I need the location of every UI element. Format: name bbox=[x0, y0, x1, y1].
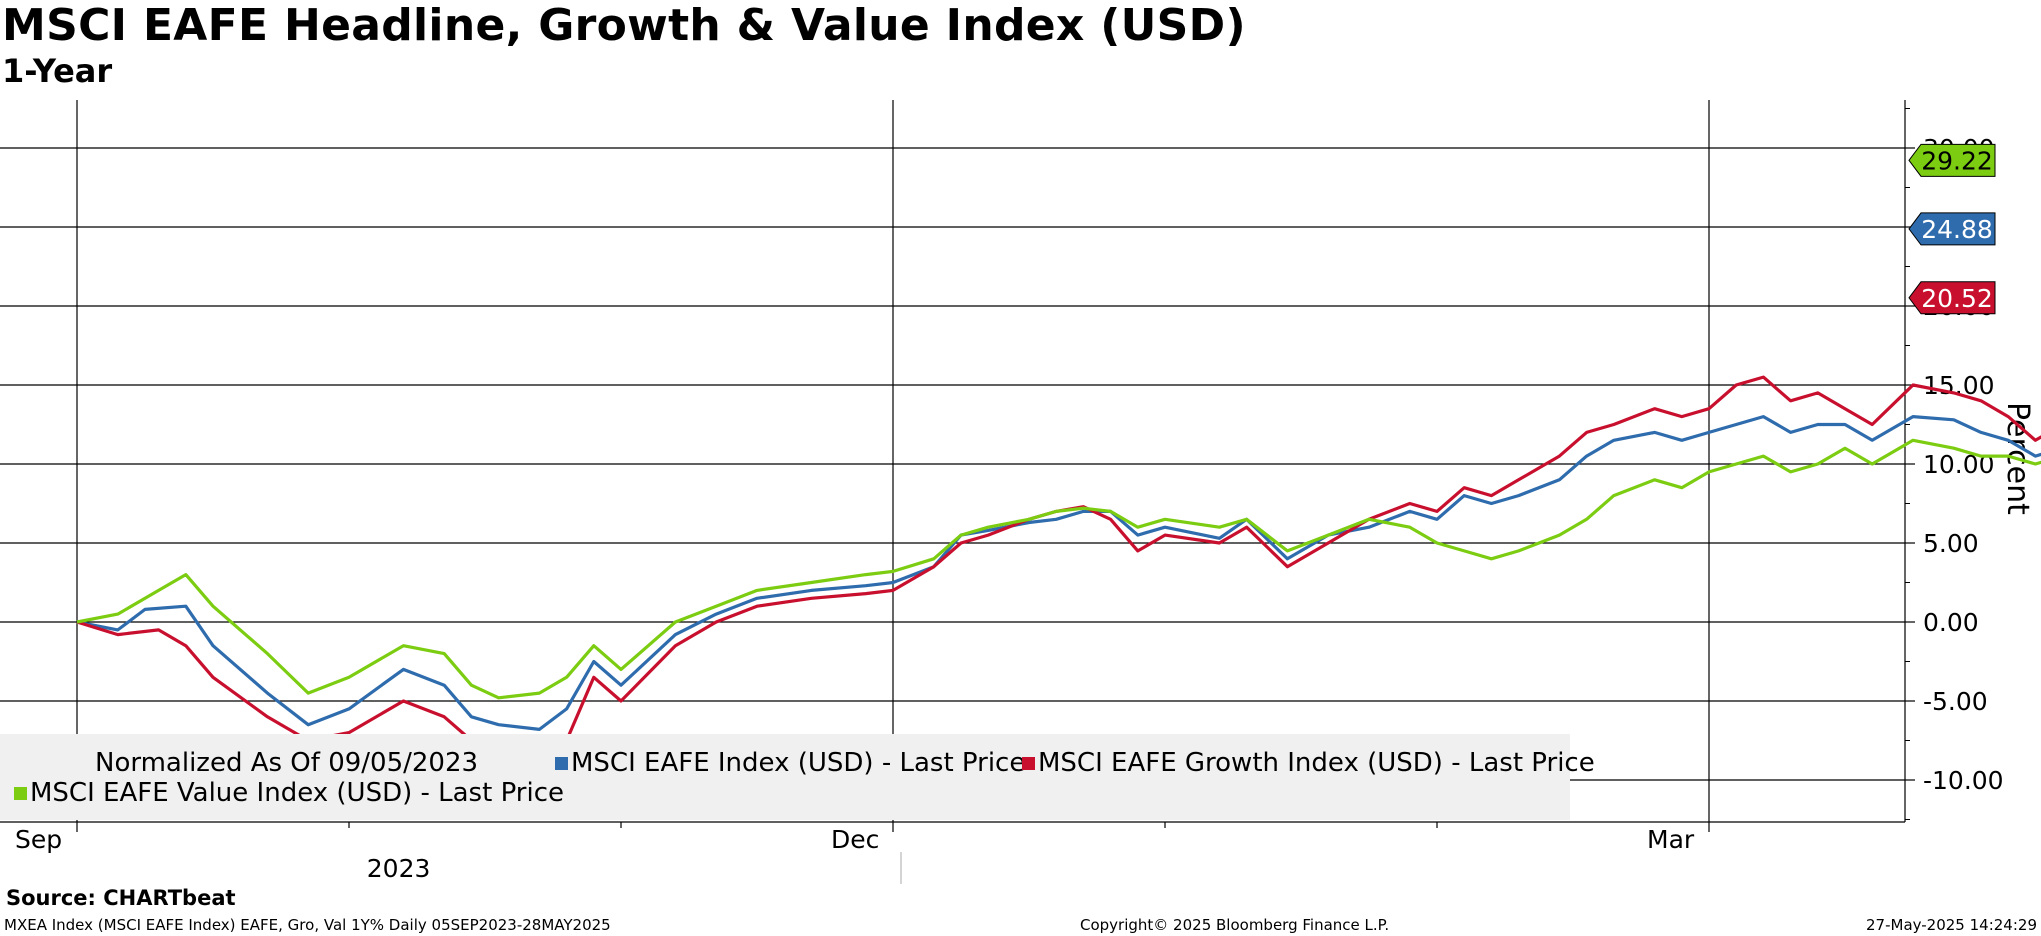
x-year-label: 2023 bbox=[367, 854, 431, 883]
last-value-badge bbox=[1908, 143, 1996, 177]
legend-item-value: MSCI EAFE Value Index (USD) - Last Price bbox=[14, 778, 564, 808]
chart-subtitle: 1-Year bbox=[2, 52, 113, 90]
footer-copyright: Copyright© 2025 Bloomberg Finance L.P. bbox=[1080, 916, 1390, 934]
legend-item-eafe: MSCI EAFE Index (USD) - Last Price bbox=[555, 748, 1025, 778]
legend-swatch-value bbox=[14, 786, 27, 800]
legend-swatch-growth bbox=[1022, 756, 1035, 770]
y-tick-label: -5.00 bbox=[1923, 687, 1988, 716]
last-value-badge bbox=[1908, 212, 1996, 246]
x-month-label: Sep bbox=[15, 825, 62, 854]
source-note: Source: CHARTbeat bbox=[6, 886, 236, 910]
series-line bbox=[76, 438, 2041, 700]
chart-grid bbox=[0, 100, 1905, 822]
last-value-label: 24.88 bbox=[1921, 215, 1993, 244]
series-line bbox=[76, 375, 2041, 766]
series-line bbox=[76, 415, 2041, 732]
line-chart: SepDecMar202320242025 30.0025.0020.0015.… bbox=[0, 100, 2041, 884]
last-value-label: 29.22 bbox=[1921, 146, 1993, 175]
legend-label-eafe: MSCI EAFE Index (USD) - Last Price bbox=[571, 748, 1026, 778]
chart-title: MSCI EAFE Headline, Growth & Value Index… bbox=[2, 0, 1246, 51]
x-month-label: Dec bbox=[831, 825, 879, 854]
y-axis: 30.0025.0020.0015.0010.005.000.00-5.00-1… bbox=[1904, 100, 2035, 822]
last-value-badges: 24.88 20.52 29.22 bbox=[1908, 143, 1996, 315]
last-value-label: 20.52 bbox=[1921, 284, 1993, 313]
legend-item-growth: MSCI EAFE Growth Index (USD) - Last Pric… bbox=[1022, 748, 1595, 778]
legend-label-growth: MSCI EAFE Growth Index (USD) - Last Pric… bbox=[1038, 748, 1595, 778]
legend-label-value: MSCI EAFE Value Index (USD) - Last Price bbox=[30, 778, 564, 808]
series-lines bbox=[76, 375, 2041, 766]
y-tick-label: 5.00 bbox=[1923, 529, 1979, 558]
y-tick-label: 0.00 bbox=[1923, 608, 1979, 637]
footer-timestamp: 27-May-2025 14:24:29 bbox=[1866, 916, 2037, 934]
legend: Normalized As Of 09/05/2023 MSCI EAFE In… bbox=[0, 734, 1595, 820]
x-month-label: Mar bbox=[1647, 825, 1695, 854]
y-tick-label: 10.00 bbox=[1923, 450, 1995, 479]
y-tick-label: -10.00 bbox=[1923, 766, 2004, 795]
legend-swatch-eafe bbox=[555, 756, 568, 770]
footer-ticker-info: MXEA Index (MSCI EAFE Index) EAFE, Gro, … bbox=[4, 916, 611, 934]
x-axis: SepDecMar202320242025 bbox=[0, 821, 1905, 884]
legend-normalized-note: Normalized As Of 09/05/2023 bbox=[95, 748, 479, 778]
last-value-badge bbox=[1908, 281, 1996, 315]
